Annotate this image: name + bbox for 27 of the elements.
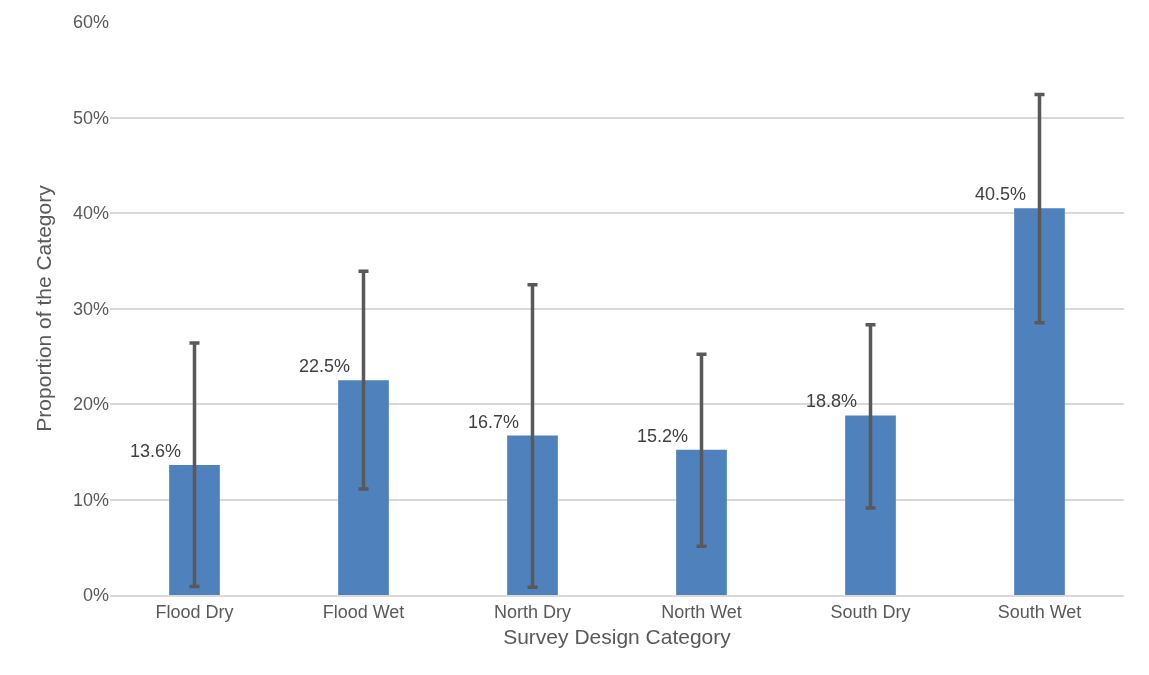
data-label: 18.8% bbox=[806, 391, 858, 411]
bar bbox=[338, 380, 389, 595]
y-tick-label: 40% bbox=[72, 203, 109, 224]
x-tick-label: South Wet bbox=[997, 602, 1082, 623]
data-label: 13.6% bbox=[130, 441, 182, 461]
y-tick-label: 10% bbox=[72, 489, 109, 510]
bar bbox=[507, 435, 558, 595]
y-axis-title: Proportion of the Category bbox=[32, 184, 56, 432]
x-tick-label: North Wet bbox=[661, 602, 742, 623]
bar bbox=[169, 465, 220, 595]
x-tick-label: South Dry bbox=[830, 602, 911, 623]
data-label: 22.5% bbox=[299, 356, 351, 376]
y-tick-label: 20% bbox=[72, 394, 109, 415]
x-tick-label: Flood Dry bbox=[155, 602, 234, 623]
y-tick-label: 0% bbox=[82, 585, 109, 606]
y-tick-label: 60% bbox=[72, 12, 109, 33]
y-tick-label: 50% bbox=[72, 107, 109, 128]
data-label: 40.5% bbox=[975, 184, 1027, 204]
data-label: 15.2% bbox=[637, 426, 689, 446]
x-tick-label: North Dry bbox=[493, 602, 572, 623]
x-axis-title: Survey Design Category bbox=[503, 625, 732, 649]
bar bbox=[845, 415, 896, 595]
x-tick-label: Flood Wet bbox=[322, 602, 405, 623]
y-tick-label: 30% bbox=[72, 298, 109, 319]
bar bbox=[676, 449, 727, 595]
data-label: 16.7% bbox=[468, 412, 520, 432]
bar bbox=[1014, 208, 1065, 595]
